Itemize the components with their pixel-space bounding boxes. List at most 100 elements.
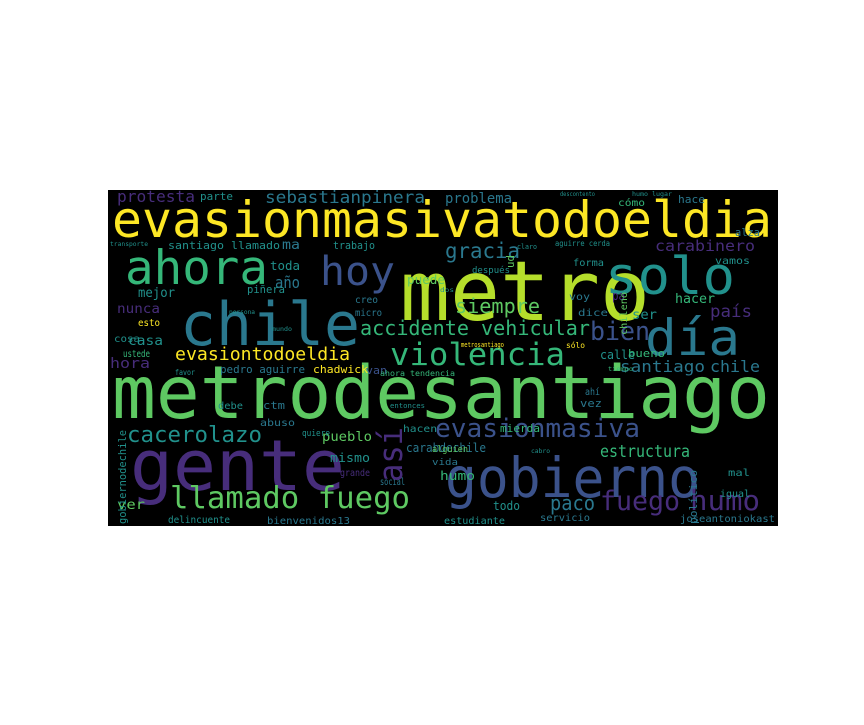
word: después (472, 265, 510, 276)
word: fuego (600, 486, 680, 517)
word: ahí (585, 386, 600, 398)
word: trabajo (333, 239, 375, 252)
word: humo (440, 469, 475, 483)
word: dos (440, 287, 454, 294)
word: ctm (263, 399, 285, 412)
word: piñera (247, 283, 285, 296)
word: alza (735, 226, 760, 239)
word: bienvenidos13 (267, 516, 350, 527)
word: santiago (620, 357, 705, 376)
word: esto (138, 318, 160, 329)
word: mierda (500, 422, 540, 435)
word: favor (175, 368, 195, 377)
word: claro (517, 243, 537, 251)
word: hacer (675, 292, 715, 307)
word: todo (493, 499, 520, 513)
word: vez (580, 397, 602, 410)
word: cabro (531, 448, 550, 455)
word: cómo (618, 197, 645, 209)
word: calle (600, 348, 635, 362)
word: gobierno (445, 446, 700, 510)
word: joseantoniokast (680, 514, 775, 525)
word: bien (590, 317, 650, 347)
word: debe (218, 401, 243, 412)
word: hacen (403, 424, 437, 435)
word: ver (117, 498, 145, 513)
cloud-background (108, 190, 778, 526)
words: evasionmasivatodoeldia metrodesantiago met… (110, 187, 775, 527)
word: carabdechile (406, 441, 486, 455)
word: metro (400, 243, 650, 340)
word: ma (282, 238, 300, 253)
word: entonces (390, 402, 425, 410)
word: humo (690, 484, 760, 517)
word: parte (200, 190, 233, 203)
word: gobiernodechile (116, 430, 129, 524)
word: pueblo (322, 430, 372, 445)
word: persona (229, 309, 255, 316)
word: violencia (390, 337, 565, 373)
word: chadwick (313, 363, 368, 376)
word: accidente vehicular (360, 316, 590, 340)
word: abuso (260, 418, 295, 429)
word: mejor (138, 286, 175, 301)
word: siempre (455, 294, 540, 318)
word: sólo (566, 340, 585, 350)
word: igual (720, 489, 750, 500)
word: cosa (114, 334, 140, 345)
word: gracia (445, 239, 520, 263)
word: hoy (320, 249, 395, 295)
word: micro (355, 308, 382, 319)
word: alguien (432, 445, 468, 455)
word: solo (605, 247, 735, 307)
word: chileno (619, 292, 630, 335)
word: aguirre cerda (555, 239, 610, 248)
word: casa (128, 334, 163, 349)
word: vamos (715, 256, 750, 267)
word: metrodesantiago (112, 351, 770, 436)
word: social (380, 477, 405, 488)
word: ud (504, 255, 517, 268)
word: van (366, 364, 387, 377)
word: vida (432, 458, 458, 468)
word: forma (573, 258, 604, 269)
word: estructura (600, 442, 690, 462)
word: servicio (540, 513, 590, 524)
word: ustede (123, 349, 150, 360)
word: delincuente (168, 515, 230, 526)
word: cacerolazo (127, 423, 262, 448)
word: mal (728, 468, 750, 479)
word: mundo (272, 326, 292, 333)
word: ahora (125, 241, 268, 296)
word: chile (710, 357, 760, 376)
word: quiere (302, 429, 330, 439)
word: problema (445, 191, 512, 207)
word: descontento (560, 191, 595, 198)
word: evasionmasiva (435, 414, 640, 444)
word: humo lugar (632, 191, 672, 198)
word: ser (632, 308, 657, 323)
word: evasionmasivatodoeldia (112, 191, 772, 249)
word: día (645, 309, 740, 367)
word: evasiontodoeldia (175, 344, 350, 365)
word: chile (180, 290, 360, 360)
word: nunca (117, 302, 160, 317)
word: bueno (628, 347, 665, 360)
word: estudiante (444, 516, 505, 527)
word: país (710, 302, 752, 322)
word: mismo (330, 451, 370, 465)
word: hace (678, 193, 705, 206)
word: puede (407, 273, 445, 287)
word: carabinero (655, 237, 755, 255)
word: ahora tendencia (380, 369, 455, 378)
word: santiago llamado (168, 239, 280, 252)
word: metrosantiago (461, 341, 504, 349)
word: gente (130, 425, 345, 507)
word: así (371, 427, 410, 482)
word: político (687, 470, 700, 524)
word: voy (569, 292, 590, 303)
word: pa (612, 289, 625, 303)
word: grande (340, 468, 370, 479)
